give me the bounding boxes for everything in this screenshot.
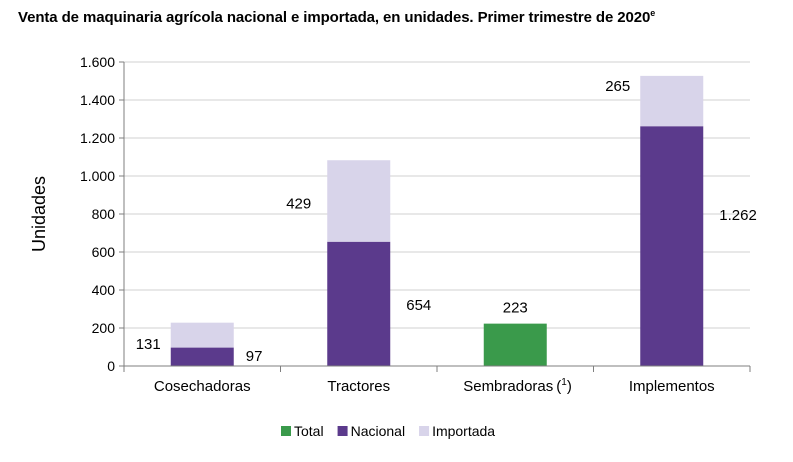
y-tick-label: 1.200 [80, 130, 115, 146]
legend-swatch-importada [419, 426, 430, 436]
legend: Total Nacional Importada [281, 423, 495, 439]
legend-swatch-total [281, 426, 291, 436]
legend-label-importada: Importada [432, 423, 495, 439]
y-tick-label: 0 [107, 358, 115, 374]
data-label-importada: 265 [605, 78, 630, 95]
y-tick-label: 200 [92, 320, 116, 336]
bars [170, 75, 704, 366]
data-label-importada: 131 [136, 336, 161, 353]
x-category-footnote: (1) [556, 377, 572, 395]
chart-title-text: Venta de maquinaria agrícola nacional e … [18, 9, 651, 26]
x-category-label: Sembradoras [463, 378, 553, 395]
data-label-importada: 429 [286, 196, 311, 213]
bar-importada-tractores [327, 160, 391, 242]
legend-swatch-nacional [337, 426, 348, 436]
data-label-nacional: 97 [246, 348, 263, 365]
bar-nacional-cosechadoras [170, 347, 234, 366]
y-tick-label: 600 [92, 244, 116, 260]
bar-total-sembradoras [483, 323, 547, 366]
bar-nacional-implementos [640, 126, 704, 366]
chart-title-superscript: e [650, 8, 656, 18]
y-tick-label: 400 [92, 282, 116, 298]
data-label-total: 223 [503, 300, 528, 317]
chart-title: Venta de maquinaria agrícola nacional e … [18, 8, 655, 26]
axes: 0 200 400 600 800 1.000 1.200 1.400 1.600 Unidade… [29, 54, 751, 395]
data-label-nacional: 1.262 [719, 207, 757, 224]
x-category-label: Cosechadoras [154, 378, 251, 395]
bar-importada-cosechadoras [170, 322, 234, 348]
data-label-nacional: 654 [406, 297, 431, 314]
y-tick-label: 800 [92, 206, 116, 222]
legend-label-total: Total [294, 423, 324, 439]
y-tick-label: 1.600 [80, 54, 115, 70]
x-category-label: Tractores [327, 378, 390, 395]
y-tick-label: 1.000 [80, 168, 115, 184]
y-axis-title: Unidades [29, 176, 49, 252]
bar-nacional-tractores [327, 241, 391, 366]
y-tick-label: 1.400 [80, 92, 115, 108]
legend-label-nacional: Nacional [351, 423, 405, 439]
x-category-label: Implementos [629, 378, 715, 395]
bar-importada-implementos [640, 75, 704, 127]
data-labels: 97 131 654 429 223 1.262 265 [136, 78, 757, 365]
